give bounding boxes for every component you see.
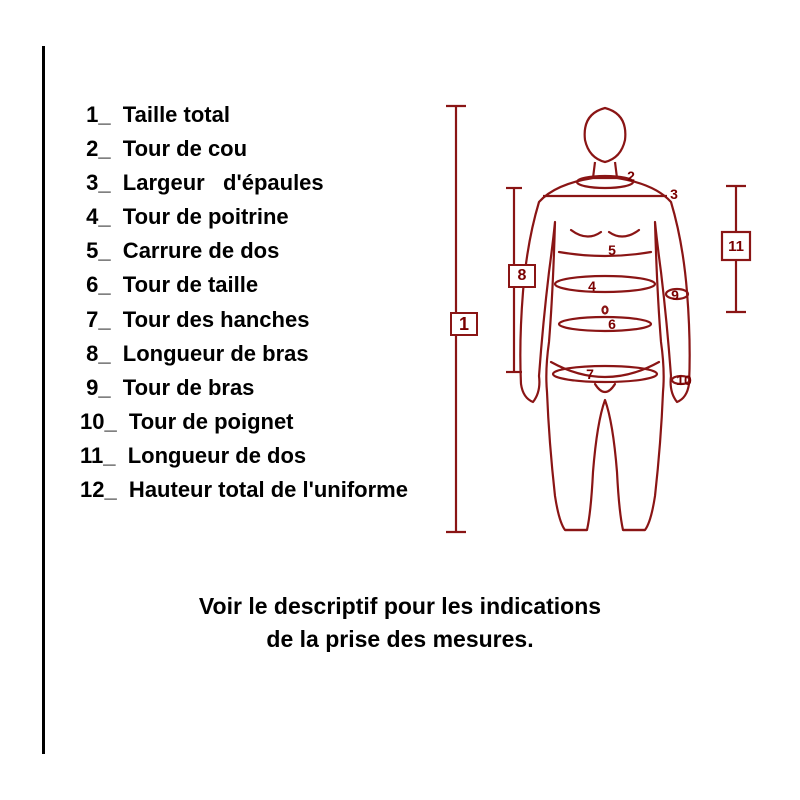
figure-number-9: 9 [663,287,687,303]
list-item: 4_ Tour de poitrine [80,200,408,234]
figure-number-6: 6 [600,316,624,332]
list-item: 6_ Tour de taille [80,268,408,302]
figure-number-10: 10 [672,372,696,388]
measurement-guide: 1_ Taille total 2_ Tour de cou 3_ Largeu… [0,0,800,800]
list-item: 10_ Tour de poignet [80,405,408,439]
list-item: 7_ Tour des hanches [80,303,408,337]
measurement-list: 1_ Taille total 2_ Tour de cou 3_ Largeu… [80,98,408,507]
list-item: 5_ Carrure de dos [80,234,408,268]
figure-number-5: 5 [600,242,624,258]
list-item: 3_ Largeur d'épaules [80,166,408,200]
figure-number-3: 3 [662,186,686,202]
list-item: 2_ Tour de cou [80,132,408,166]
figure-number-8: 8 [508,264,536,288]
list-item: 1_ Taille total [80,98,408,132]
caption-line-2: de la prise des mesures. [266,626,533,652]
figure-number-1: 1 [450,312,478,336]
figure-number-4: 4 [580,278,604,294]
list-item: 9_ Tour de bras [80,371,408,405]
caption-line-1: Voir le descriptif pour les indications [199,593,601,619]
body-figure: 1 8 11 2 3 5 4 9 6 7 10 [440,92,760,542]
caption: Voir le descriptif pour les indications … [0,590,800,657]
figure-number-11: 11 [724,238,748,255]
figure-number-7: 7 [578,366,602,382]
list-item: 11_ Longueur de dos [80,439,408,473]
figure-number-2: 2 [619,168,643,184]
list-item: 8_ Longueur de bras [80,337,408,371]
list-item: 12_ Hauteur total de l'uniforme [80,473,408,507]
